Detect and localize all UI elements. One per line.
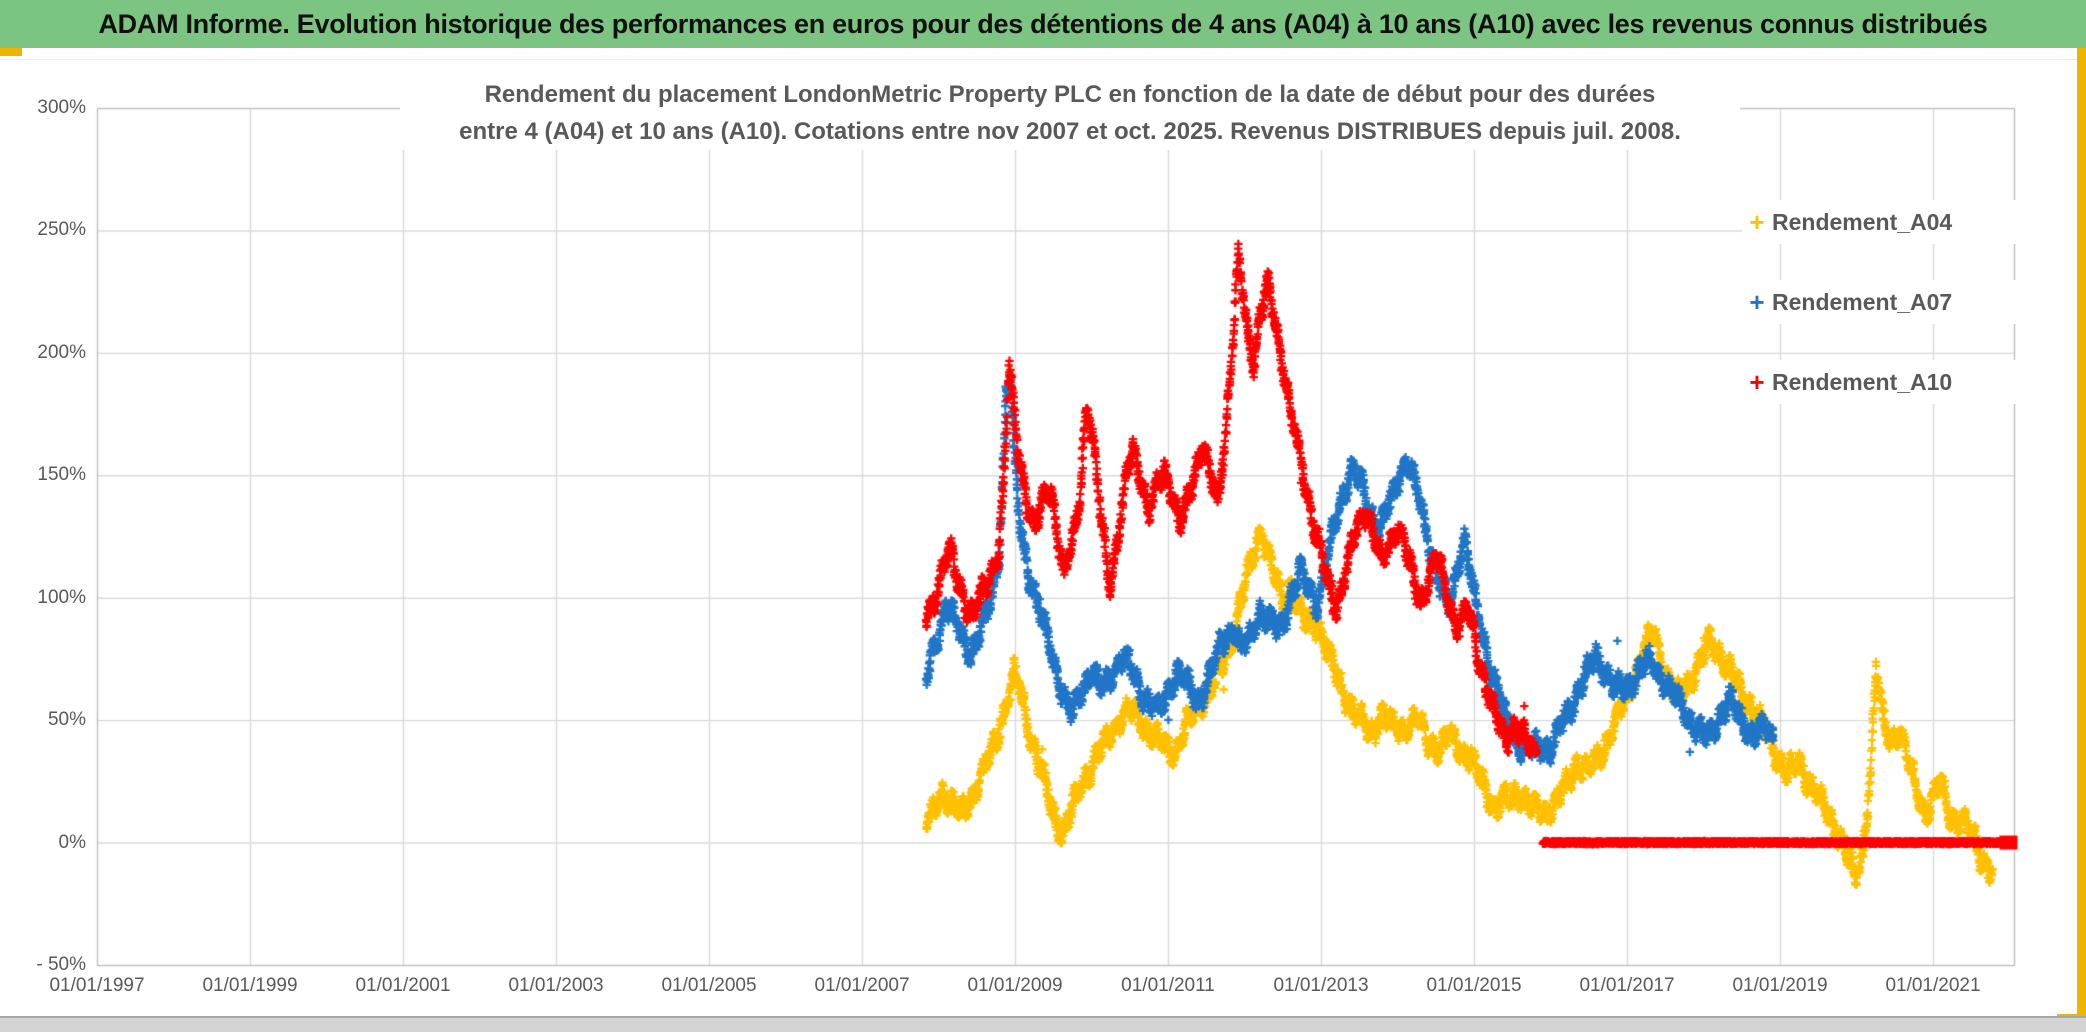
chart-title-line2: entre 4 (A04) et 10 ans (A10). Cotations… bbox=[459, 118, 1681, 145]
x-tick-label: 01/01/2007 bbox=[814, 975, 910, 996]
y-tick-label: 50% bbox=[47, 709, 86, 731]
accent-right-bar bbox=[2077, 48, 2086, 1014]
x-tick-label: 01/01/2001 bbox=[355, 975, 451, 996]
x-tick-label: 01/01/2005 bbox=[661, 975, 757, 996]
legend-item-rendement_a04[interactable]: + Rendement_A04 bbox=[1742, 200, 2042, 244]
chart-title: Rendement du placement LondonMetric Prop… bbox=[400, 76, 1740, 150]
plus-marker-icon: + bbox=[1749, 207, 1765, 237]
x-tick-label: 01/01/2017 bbox=[1579, 975, 1675, 996]
y-tick-label: - 50% bbox=[36, 954, 86, 975]
x-tick-label: 01/01/1997 bbox=[49, 975, 145, 996]
y-tick-label: 100% bbox=[37, 586, 86, 608]
x-tick-label: 01/01/2003 bbox=[508, 975, 604, 996]
x-tick-label: 01/01/2011 bbox=[1121, 975, 1215, 996]
x-tick-label: 01/01/2019 bbox=[1732, 975, 1828, 996]
y-tick-label: 200% bbox=[37, 341, 86, 363]
legend-label: Rendement_A10 bbox=[1772, 368, 1953, 395]
y-tick-label: 250% bbox=[37, 219, 86, 241]
legend-item-rendement_a10[interactable]: + Rendement_A10 bbox=[1742, 360, 2042, 404]
x-tick-label: 01/01/2021 bbox=[1885, 975, 1981, 996]
y-tick-label: 300% bbox=[37, 97, 86, 118]
x-tick-label: 01/01/2009 bbox=[967, 975, 1063, 996]
accent-top-left-bar bbox=[0, 48, 22, 56]
y-tick-label: 150% bbox=[37, 464, 86, 486]
x-tick-label: 01/01/2015 bbox=[1426, 975, 1522, 996]
bottom-strip bbox=[0, 1016, 2086, 1032]
x-tick-label: 01/01/1999 bbox=[202, 975, 298, 996]
y-tick-label: 0% bbox=[58, 831, 86, 853]
plus-marker-icon: + bbox=[1749, 287, 1765, 317]
x-tick-label: 01/01/2013 bbox=[1273, 975, 1369, 996]
legend-label: Rendement_A07 bbox=[1772, 288, 1953, 315]
legend-item-rendement_a07[interactable]: + Rendement_A07 bbox=[1742, 280, 2042, 324]
chart-title-line1: Rendement du placement LondonMetric Prop… bbox=[484, 81, 1656, 108]
legend-label: Rendement_A04 bbox=[1772, 208, 1953, 235]
plus-marker-icon: + bbox=[1749, 367, 1765, 397]
